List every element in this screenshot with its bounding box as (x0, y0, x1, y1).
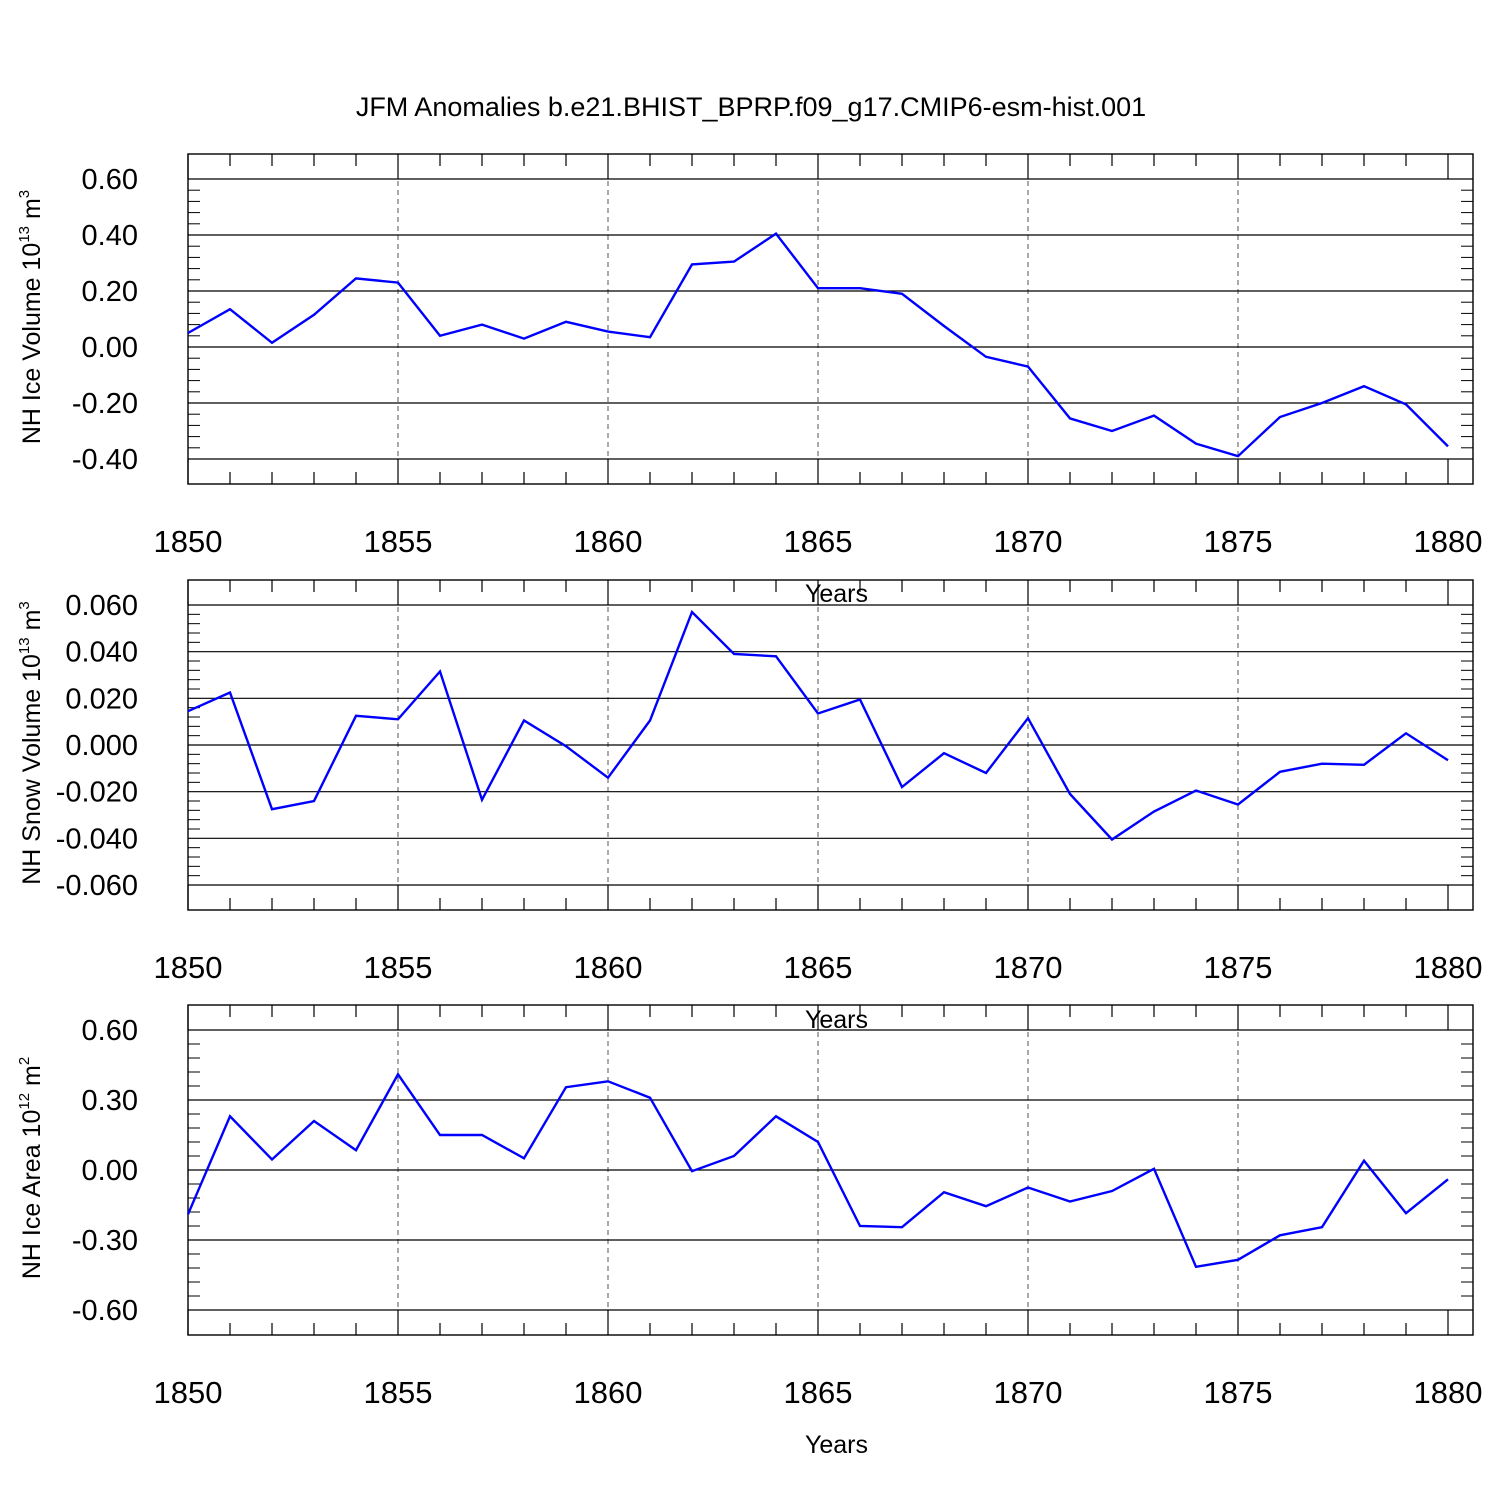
x-tick-label: 1880 (1414, 524, 1483, 559)
x-tick-label: 1870 (994, 950, 1063, 985)
y-axis-label-part: 3 (16, 601, 33, 609)
y-tick-label: 0.30 (82, 1085, 138, 1117)
x-tick-label: 1855 (364, 1375, 433, 1410)
y-axis-label-part: 3 (16, 190, 33, 198)
x-tick-label: 1865 (784, 1375, 853, 1410)
x-tick-label: 1855 (364, 524, 433, 559)
y-tick-label: -0.020 (56, 777, 138, 809)
y-axis-label-part: 12 (16, 1093, 33, 1110)
figure-title: JFM Anomalies b.e21.BHIST_BPRP.f09_g17.C… (356, 92, 1146, 122)
y-tick-label: -0.30 (72, 1225, 138, 1257)
axes-frame (187, 153, 1474, 485)
y-tick-label: 0.00 (82, 1155, 138, 1187)
x-axis-label: Years (805, 580, 868, 608)
series-line (187, 609, 1449, 842)
axes-frame (187, 579, 1474, 911)
y-tick-label: 0.040 (65, 637, 138, 669)
x-tick-label: 1875 (1204, 1375, 1273, 1410)
y-tick-label: 0.000 (65, 730, 138, 762)
x-tick-label: 1865 (784, 524, 853, 559)
y-axis-label-part: NH Ice Volume 10 (18, 243, 46, 445)
x-tick-label: 1850 (154, 950, 223, 985)
y-axis-label: NH Ice Volume 1013 m3 (16, 190, 46, 444)
axes-frame (187, 1004, 1474, 1336)
panel-3: 1850 1855 1860 1865 1870 1875 1880 -0.60 -0.30 0.… (16, 1004, 1483, 1459)
y-axis-label-part: 13 (16, 226, 33, 243)
y-tick-label: 0.060 (65, 590, 138, 622)
y-tick-label: -0.60 (72, 1295, 138, 1327)
y-tick-label: 0.20 (82, 276, 138, 308)
y-axis-label: NH Snow Volume 1013 m3 (16, 601, 46, 885)
y-axis-label-part: 13 (16, 637, 33, 654)
panel-2: 1850 1855 1860 1865 1870 1875 1880 -0.060 -0.040… (16, 579, 1483, 1034)
y-tick-label: 0.40 (82, 220, 138, 252)
y-tick-label: -0.060 (56, 870, 138, 902)
x-tick-label: 1855 (364, 950, 433, 985)
x-tick-label: 1865 (784, 950, 853, 985)
x-tick-label: 1860 (574, 524, 643, 559)
y-axis-label-part: m (18, 1065, 46, 1093)
x-tick-label: 1850 (154, 524, 223, 559)
x-tick-label: 1870 (994, 1375, 1063, 1410)
y-tick-label: 0.00 (82, 332, 138, 364)
y-axis-label-part: m (18, 610, 46, 638)
y-axis-label: NH Ice Area 1012 m2 (16, 1057, 46, 1279)
y-axis-label-part: m (18, 198, 46, 226)
panel-1: 1850 1855 1860 1865 1870 1875 1880 -0.40 -0.20 0.… (16, 153, 1483, 608)
series-line (186, 1072, 1449, 1269)
y-axis-label-part: NH Ice Area 10 (18, 1110, 46, 1280)
x-axis-label: Years (805, 1431, 868, 1459)
y-tick-label: -0.040 (56, 823, 138, 855)
y-tick-label: 0.60 (82, 164, 138, 196)
x-tick-label: 1850 (154, 1375, 223, 1410)
x-tick-label: 1860 (574, 1375, 643, 1410)
y-axis-label-part: NH Snow Volume 10 (18, 654, 46, 885)
x-tick-label: 1870 (994, 524, 1063, 559)
y-axis-label-part: 2 (16, 1057, 33, 1065)
x-tick-label: 1880 (1414, 950, 1483, 985)
x-tick-label: 1875 (1204, 950, 1273, 985)
x-tick-label: 1875 (1204, 524, 1273, 559)
y-tick-label: -0.20 (72, 388, 138, 420)
y-tick-label: 0.60 (82, 1015, 138, 1047)
x-tick-label: 1860 (574, 950, 643, 985)
x-axis-label: Years (805, 1006, 868, 1034)
series-line (187, 231, 1449, 458)
x-tick-label: 1880 (1414, 1375, 1483, 1410)
y-tick-label: -0.40 (72, 444, 138, 476)
y-tick-label: 0.020 (65, 683, 138, 715)
